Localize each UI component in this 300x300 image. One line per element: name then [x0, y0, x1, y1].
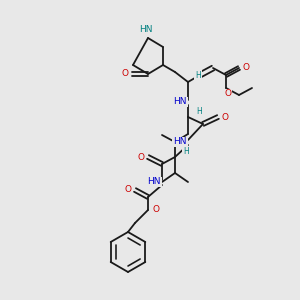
Text: HN: HN — [173, 98, 187, 106]
Text: O: O — [152, 206, 160, 214]
Text: O: O — [122, 70, 128, 79]
Text: O: O — [221, 112, 229, 122]
Text: O: O — [224, 89, 232, 98]
Text: H: H — [196, 107, 202, 116]
Text: HN: HN — [173, 137, 187, 146]
Text: O: O — [242, 64, 250, 73]
Text: H: H — [195, 70, 201, 80]
Text: HN: HN — [139, 25, 153, 34]
Text: O: O — [124, 185, 131, 194]
Text: HN: HN — [147, 178, 161, 187]
Text: O: O — [137, 152, 145, 161]
Text: H: H — [183, 148, 189, 157]
